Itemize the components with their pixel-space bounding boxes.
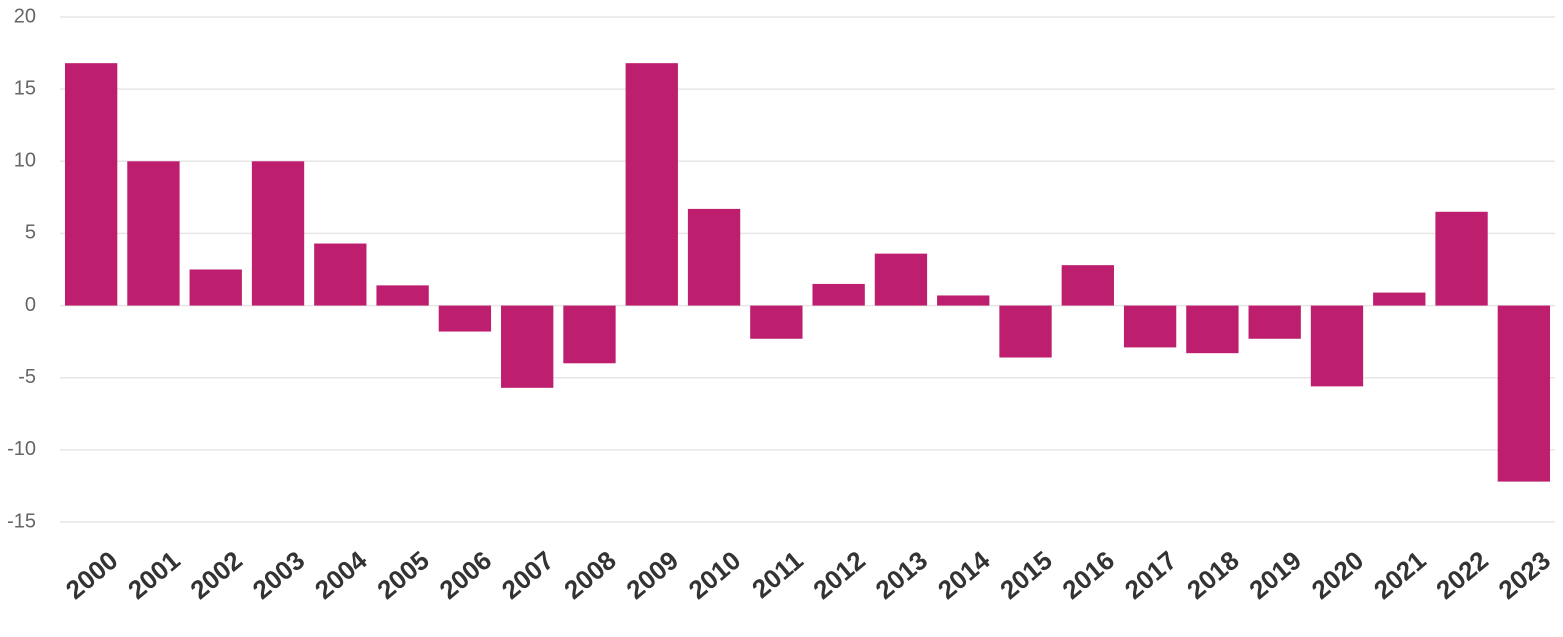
x-tick-label: 2015 [994, 545, 1058, 605]
x-tick-label: 2016 [1056, 545, 1120, 605]
x-tick-label: 2009 [620, 545, 684, 605]
bar [812, 283, 865, 306]
x-tick-label: 2019 [1243, 545, 1307, 605]
y-tick-label: -10 [7, 438, 36, 460]
y-tick-label: 0 [25, 294, 36, 316]
x-tick-label: 2020 [1306, 545, 1370, 605]
x-tick-label: 2017 [1119, 545, 1183, 605]
bar [251, 161, 305, 306]
x-tick-label: 2007 [496, 545, 560, 605]
bar [376, 285, 429, 306]
bar [1186, 305, 1239, 354]
bar [999, 305, 1052, 358]
x-tick-label: 2005 [371, 545, 435, 605]
x-tick-label: 2022 [1430, 545, 1494, 605]
y-tick-label: 5 [25, 222, 36, 244]
bar [1123, 305, 1177, 348]
x-tick-label: 2006 [434, 545, 498, 605]
y-tick-label: -5 [18, 366, 36, 388]
y-tick-label: 10 [14, 150, 36, 172]
x-tick-label: 2000 [60, 545, 124, 605]
x-tick-label: 2003 [247, 545, 311, 605]
x-tick-label: 2004 [309, 545, 373, 606]
x-tick-label: 2011 [746, 545, 808, 604]
bar [563, 305, 616, 364]
bar [501, 305, 554, 388]
bar [1310, 305, 1364, 387]
bar [1435, 211, 1488, 306]
bar [937, 295, 990, 306]
x-tick-label: 2021 [1368, 545, 1432, 605]
bar [438, 305, 492, 332]
x-tick-label: 2023 [1493, 545, 1557, 605]
x-tick-label: 2008 [558, 545, 622, 605]
y-tick-label: 20 [14, 5, 36, 27]
bar [750, 305, 803, 339]
bar [314, 243, 367, 306]
x-tick-label: 2012 [807, 545, 871, 605]
bar [1373, 292, 1426, 306]
bar [1248, 305, 1301, 339]
x-tick-label: 2014 [932, 545, 996, 606]
x-tick-label: 2013 [870, 545, 934, 605]
bar [1497, 305, 1551, 482]
x-tick-label: 2010 [683, 545, 747, 605]
bar [687, 208, 741, 306]
y-tick-label: 15 [14, 77, 36, 99]
x-tick-label: 2002 [184, 545, 248, 605]
x-tick-label: 2001 [122, 545, 186, 605]
bar [874, 253, 928, 306]
y-tick-label: -15 [7, 510, 36, 532]
x-tick-label: 2018 [1181, 545, 1245, 605]
bar [189, 269, 242, 306]
bar [127, 161, 180, 306]
bar [1061, 265, 1114, 306]
bar [64, 63, 118, 306]
bar [625, 63, 678, 306]
